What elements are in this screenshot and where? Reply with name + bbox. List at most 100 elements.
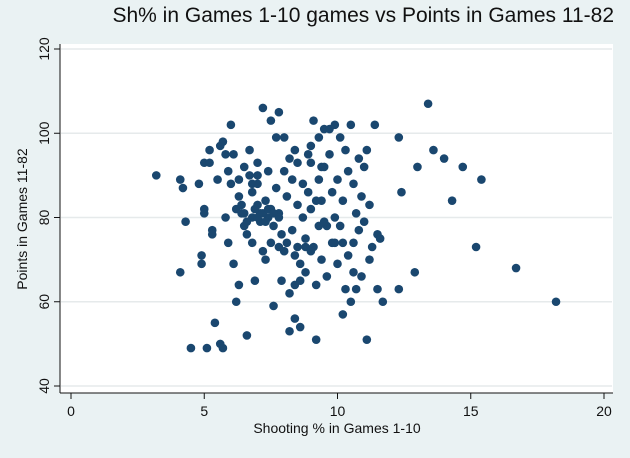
scatter-point (175, 267, 185, 277)
scatter-point (306, 141, 316, 151)
scatter-point (346, 120, 356, 130)
scatter-point (250, 204, 260, 214)
scatter-point (354, 225, 364, 235)
scatter-point (151, 171, 161, 180)
scatter-point (477, 175, 486, 184)
scatter-point (309, 116, 318, 125)
scatter-point (239, 208, 249, 218)
scatter-point (226, 120, 236, 130)
y-tick-label: 40 (36, 378, 52, 394)
scatter-point (341, 284, 350, 294)
scatter-point (311, 335, 321, 344)
scatter-point (330, 238, 340, 248)
scatter-point (447, 196, 457, 205)
scatter-point (247, 179, 257, 189)
scatter-point (423, 99, 433, 109)
scatter-point (253, 158, 262, 168)
scatter-point (471, 242, 481, 252)
scatter-point (199, 208, 209, 218)
scatter-point (290, 145, 300, 155)
scatter-point (205, 158, 214, 168)
scatter-point (247, 238, 257, 248)
scatter-point (229, 259, 238, 269)
scatter-point (343, 166, 353, 176)
scatter-point (245, 145, 254, 155)
x-tick-label: 10 (330, 403, 346, 419)
scatter-point (277, 230, 286, 239)
x-tick-label: 5 (200, 403, 208, 419)
scatter-point (261, 196, 270, 205)
x-tick-label: 20 (596, 403, 612, 419)
scatter-point (511, 263, 521, 273)
scatter-point (210, 318, 220, 328)
scatter-point (261, 255, 270, 264)
scatter-point (181, 217, 190, 227)
scatter-point (317, 255, 326, 264)
scatter-point (306, 246, 316, 256)
scatter-point (287, 225, 297, 235)
scatter-point (247, 187, 257, 197)
y-tick-label: 80 (36, 210, 52, 226)
scatter-point (330, 120, 340, 130)
scatter-point (327, 187, 337, 197)
scatter-point (293, 242, 302, 252)
scatter-point (335, 133, 345, 142)
scatter-point (242, 230, 252, 239)
scatter-point (269, 301, 278, 311)
scatter-point (239, 162, 249, 172)
scatter-point (218, 137, 228, 146)
scatter-point (258, 246, 268, 256)
scatter-point (293, 200, 302, 210)
scatter-point (346, 297, 356, 307)
x-axis-label: Shooting % in Games 1-10 (253, 420, 421, 436)
scatter-point (253, 171, 262, 180)
scatter-point (378, 297, 388, 307)
scatter-point (271, 183, 281, 193)
scatter-point (362, 145, 372, 155)
scatter-point (258, 103, 268, 113)
scatter-point (269, 221, 278, 231)
scatter-point (277, 276, 286, 285)
scatter-point (335, 221, 345, 231)
y-tick-label: 100 (36, 121, 52, 145)
scatter-point (429, 145, 438, 155)
scatter-point (245, 171, 254, 180)
scatter-point (295, 322, 305, 332)
scatter-point (221, 213, 230, 222)
scatter-point (359, 162, 369, 172)
scatter-point (333, 259, 342, 269)
scatter-point (349, 179, 358, 189)
scatter-point (349, 238, 358, 248)
scatter-point (285, 289, 294, 298)
scatter-point (223, 238, 233, 248)
scatter-point (178, 183, 188, 193)
y-tick-label: 120 (36, 37, 52, 61)
scatter-point (197, 259, 206, 269)
scatter-point (287, 175, 297, 184)
scatter-point (394, 133, 404, 142)
scatter-point (373, 284, 382, 294)
scatter-point (295, 276, 305, 285)
scatter-point (290, 251, 300, 260)
scatter-point (394, 284, 404, 294)
scatter-point (237, 200, 246, 210)
scatter-point (357, 192, 366, 201)
scatter-point (234, 192, 244, 201)
scatter-point (290, 314, 300, 323)
scatter-point (311, 280, 321, 290)
scatter-point (242, 331, 252, 340)
scatter-point (311, 196, 321, 205)
scatter-point (285, 326, 294, 336)
scatter-point (306, 158, 316, 168)
scatter-point (330, 213, 340, 222)
y-tick-label: 60 (36, 294, 52, 310)
scatter-point (375, 234, 385, 243)
scatter-point (303, 187, 313, 197)
scatter-point (285, 154, 294, 163)
scatter-point (359, 217, 369, 227)
scatter-point (207, 230, 217, 239)
scatter-point (295, 259, 305, 269)
scatter-point (301, 267, 310, 277)
chart-title: Sh% in Games 1-10 games vs Points in Gam… (112, 4, 614, 27)
scatter-point (266, 238, 276, 248)
